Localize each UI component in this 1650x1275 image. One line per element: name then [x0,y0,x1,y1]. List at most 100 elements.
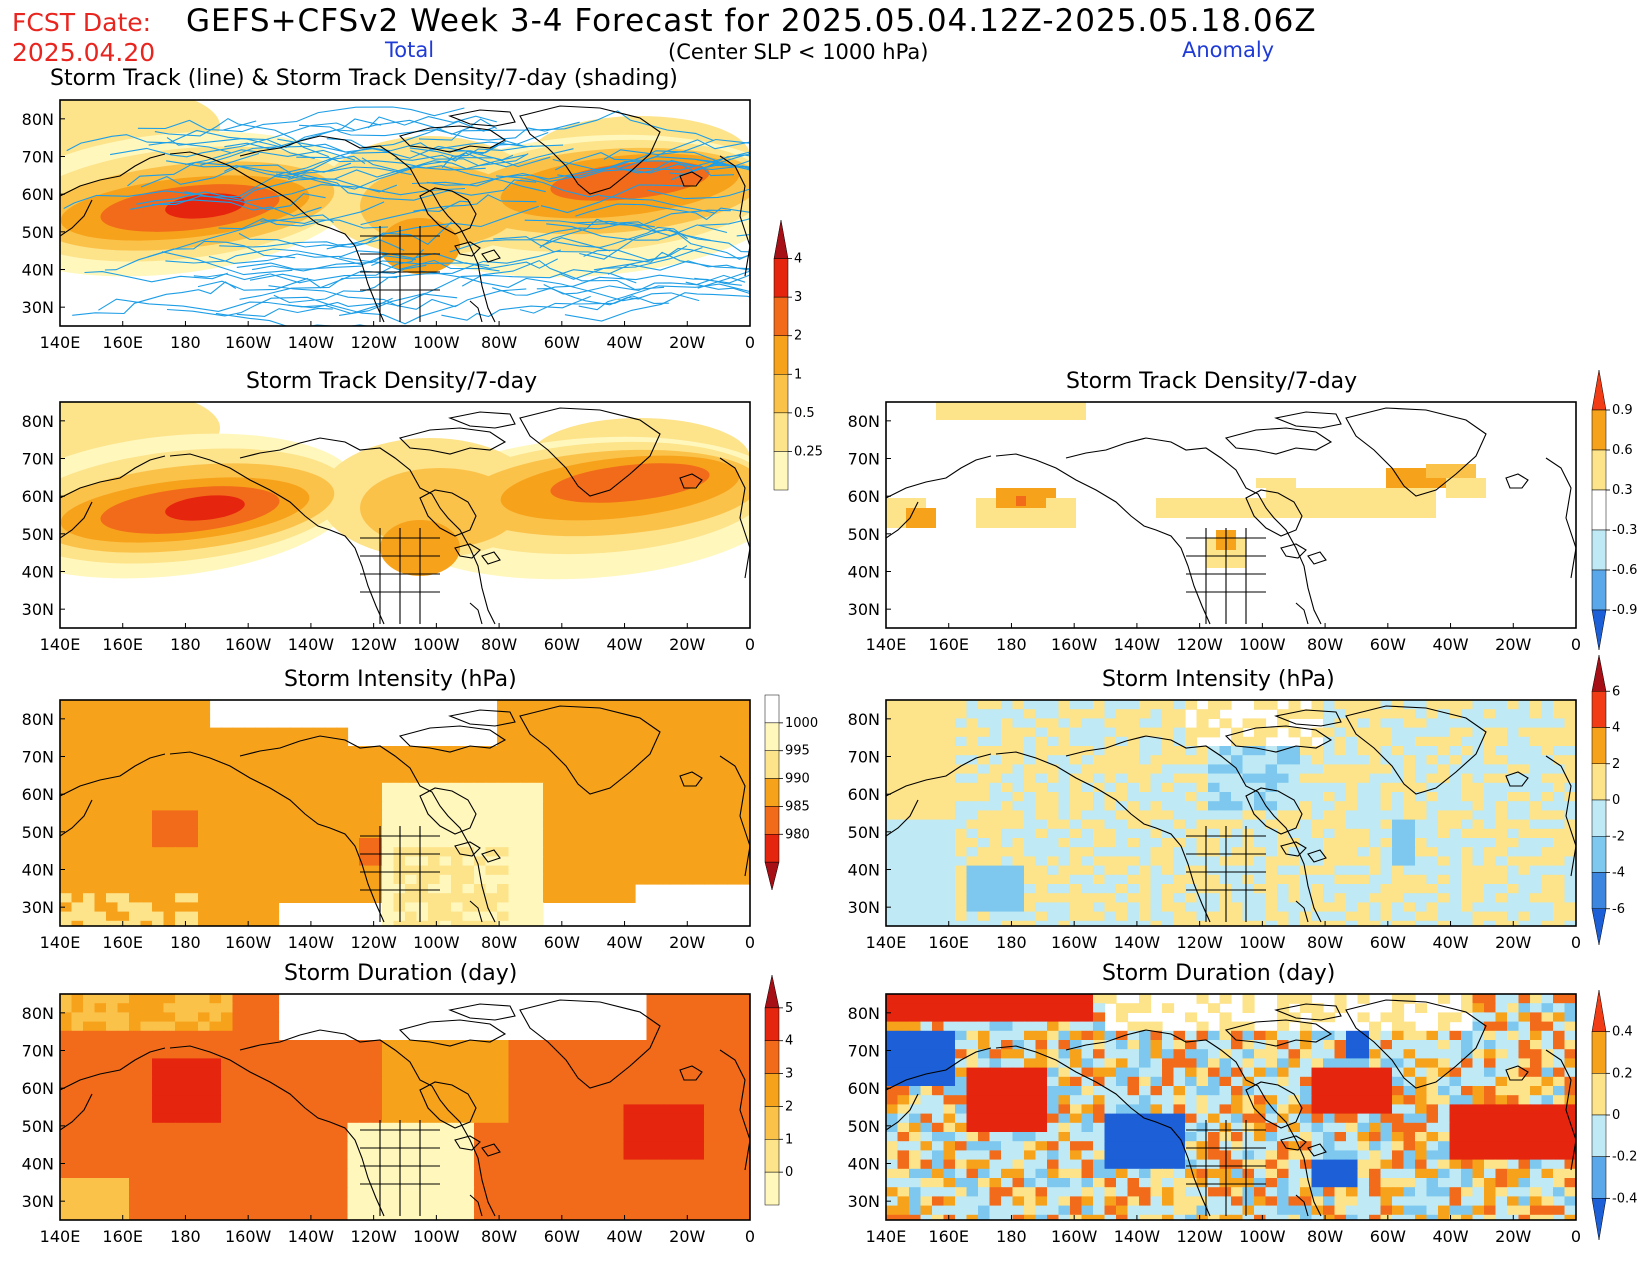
storm-track-line [579,228,750,260]
storm-duration-anomaly-map: 80N 70N 60N 50N 40N 30N 140E 160E 180 160W 140W 120… [848,993,1581,1246]
colorbar-label: 4 [785,1034,793,1049]
lat-tick-label: 80N [848,412,880,431]
colorbar-segment [773,296,789,336]
lon-tick-label: 80W [1307,635,1343,654]
storm-track-line [66,134,231,154]
colorbar-label: 990 [785,772,810,787]
storm-track-line [166,155,366,175]
colorbar-segment [764,722,780,751]
storm-track-line [607,260,750,275]
lat-tick-label: 30N [22,298,54,317]
lon-tick-label: 60W [544,635,580,654]
lon-tick-label: 20W [669,1227,705,1246]
colorbar-segment [764,861,780,891]
total-column-label: Total [385,38,435,62]
lat-tick-label: 60N [22,487,54,506]
storm-track-line [599,195,715,214]
storm-track-line [694,274,750,284]
lon-tick-label: 60W [544,333,580,352]
track-panel-title: Storm Track (line) & Storm Track Density… [50,66,678,91]
lon-tick-label: 140E [866,1227,907,1246]
density-anomaly-colorbar: 0.9 0.6 0.3 -0.3 -0.6 -0.9 [1591,369,1637,651]
storm-track-line [154,117,329,158]
lon-tick-label: 20W [1495,933,1531,952]
lon-tick-label: 180 [170,1227,201,1246]
storm-track-line [575,203,750,221]
colorbar-label: 0 [785,1165,793,1180]
lon-tick-label: 100W [413,1227,460,1246]
lon-tick-label: 60W [1370,1227,1406,1246]
colorbar-label: 0.9 [1612,403,1633,418]
colorbar-label: -0.2 [1612,1150,1637,1165]
storm-track-line [709,152,750,166]
lon-tick-label: 80W [1307,1227,1343,1246]
lon-tick-label: 140E [40,333,81,352]
colorbar-segment [1591,654,1607,692]
colorbar-label: 0.25 [794,444,823,459]
lon-tick-label: 40W [606,635,642,654]
storm-track-line [224,165,486,190]
lat-tick-label: 40N [848,563,880,582]
storm-track-line [461,259,665,290]
lat-tick-label: 40N [848,1155,880,1174]
coastlines [886,999,1576,1217]
lon-tick-label: 160W [225,1227,272,1246]
lon-tick-label: 80W [481,933,517,952]
colorbar-label: -2 [1612,829,1625,844]
lat-tick-label: 80N [848,1004,880,1023]
storm-track-line [84,271,228,283]
colorbar-label: 5 [785,1001,793,1016]
storm-track-line [413,194,537,212]
lat-tick-label: 40N [22,261,54,280]
map-field [886,994,1576,1220]
storm-track-line [268,285,458,307]
density-total-colorbar: 4 3 2 1 0.5 0.25 [773,219,823,491]
lon-tick-label: 160E [928,933,969,952]
storm-track-line [219,221,453,248]
storm-track-line [110,122,355,158]
colorbar-segment [1591,836,1607,873]
lon-tick-label: 140E [866,635,907,654]
storm-track-line [137,119,257,131]
colorbar-segment [773,412,789,452]
lon-tick-label: 40W [606,333,642,352]
storm-track-line [559,247,703,280]
lat-tick-label: 40N [22,861,54,880]
colorbar-label: 980 [785,827,810,842]
lat-tick-label: 50N [848,525,880,544]
storm-track-line [419,270,700,302]
storm-track-line [277,138,524,159]
colorbar-segment [1591,1031,1607,1074]
colorbar-segment [1591,609,1607,651]
lat-tick-label: 50N [22,1117,54,1136]
storm-track-line [410,150,529,167]
lon-tick-label: 100W [1239,1227,1286,1246]
storm-track-line [618,139,750,170]
storm-track-line [127,152,260,187]
storm-density-total-map: 80N 70N 60N 50N 40N 30N 140E 160E 180 160W 140W 120… [22,401,755,654]
colorbar-segment [1591,369,1607,411]
lon-tick-label: 160E [102,333,143,352]
colorbar-label: 2 [1612,757,1620,772]
lat-tick-label: 60N [848,785,880,804]
lon-tick-label: 40W [1432,635,1468,654]
coastlines [60,999,750,1217]
colorbar-segment [1591,989,1607,1032]
lat-tick-label: 30N [22,898,54,917]
colorbar-label: 3 [794,290,802,305]
lon-tick-label: 140W [288,635,335,654]
storm-track-line [670,165,750,181]
lon-tick-label: 80W [1307,933,1343,952]
colorbar-segment [764,694,780,724]
storm-intensity-anomaly-map: 80N 70N 60N 50N 40N 30N 140E 160E 180 160W 140W 120… [848,699,1581,952]
colorbar-segment [1591,1073,1607,1116]
storm-intensity-total-map: 80N 70N 60N 50N 40N 30N 140E 160E 180 160W 140W 120… [22,699,755,952]
map-field [60,700,750,926]
storm-track-line [496,175,600,198]
storm-track-line [299,121,580,141]
forecast-date-label: FCST Date: [12,8,152,37]
storm-track-line [326,205,539,250]
storm-track-line [441,295,591,321]
colorbar-segment [1591,449,1607,491]
lon-tick-label: 160E [102,933,143,952]
